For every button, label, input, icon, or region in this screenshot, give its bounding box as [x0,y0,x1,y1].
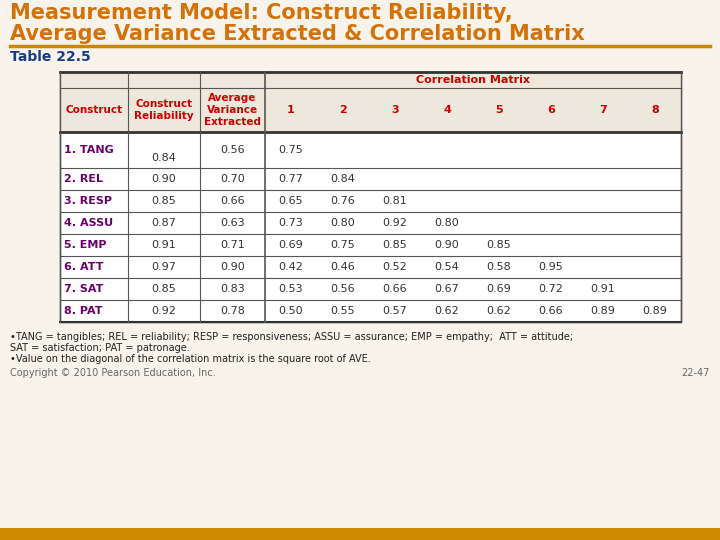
Text: 4. ASSU: 4. ASSU [64,218,113,228]
Text: 0.69: 0.69 [279,240,303,250]
Text: 22-47: 22-47 [682,368,710,378]
Text: 0.80: 0.80 [330,218,356,228]
Text: 7: 7 [599,105,607,115]
Text: 0.90: 0.90 [435,240,459,250]
Text: 5: 5 [495,105,503,115]
Text: 0.67: 0.67 [435,284,459,294]
Text: 0.81: 0.81 [382,196,408,206]
Text: •Value on the diagonal of the correlation matrix is the square root of AVE.: •Value on the diagonal of the correlatio… [10,354,371,364]
Text: 0.69: 0.69 [487,284,511,294]
Text: 0.78: 0.78 [220,306,245,316]
Text: 0.89: 0.89 [590,306,616,316]
Text: 0.53: 0.53 [279,284,303,294]
Bar [60,72,681,322]
Text: Construct: Construct [66,105,122,115]
Text: 0.85: 0.85 [152,284,176,294]
Text: 0.75: 0.75 [279,145,303,155]
Text: 0.90: 0.90 [220,262,245,272]
Text: Average
Variance
Extracted: Average Variance Extracted [204,93,261,127]
Text: 0.72: 0.72 [539,284,564,294]
Text: 8: 8 [651,105,659,115]
Text: Correlation Matrix: Correlation Matrix [416,75,530,85]
Text: 0.70: 0.70 [220,174,245,184]
Text: 6: 6 [547,105,555,115]
Text: 2. REL: 2. REL [64,174,103,184]
Text: Construct
Reliability: Construct Reliability [134,99,194,121]
Text: 0.66: 0.66 [220,196,245,206]
Text: 7. SAT: 7. SAT [64,284,104,294]
Text: Measurement Model: Construct Reliability,: Measurement Model: Construct Reliability… [10,3,513,23]
Text: 0.84: 0.84 [152,153,176,163]
Text: 0.84: 0.84 [330,174,356,184]
Text: 0.66: 0.66 [383,284,408,294]
Text: 2: 2 [339,105,347,115]
Text: 6. ATT: 6. ATT [64,262,104,272]
Text: 0.89: 0.89 [642,306,667,316]
Text: Copyright © 2010 Pearson Education, Inc.: Copyright © 2010 Pearson Education, Inc. [10,368,216,378]
Text: 0.56: 0.56 [220,145,245,155]
Text: 0.54: 0.54 [435,262,459,272]
Text: 0.92: 0.92 [382,218,408,228]
Text: 0.42: 0.42 [279,262,303,272]
Text: 0.80: 0.80 [435,218,459,228]
Text: 4: 4 [443,105,451,115]
Text: 0.75: 0.75 [330,240,356,250]
Text: 0.90: 0.90 [152,174,176,184]
Text: 0.91: 0.91 [590,284,616,294]
Text: •TANG = tangibles; REL = reliability; RESP = responsiveness; ASSU = assurance; E: •TANG = tangibles; REL = reliability; RE… [10,332,573,342]
Text: 3. RESP: 3. RESP [64,196,112,206]
Text: 0.77: 0.77 [279,174,303,184]
Text: 0.58: 0.58 [487,262,511,272]
Text: 0.62: 0.62 [487,306,511,316]
Text: 0.85: 0.85 [487,240,511,250]
Text: Table 22.5: Table 22.5 [10,50,91,64]
Text: 0.92: 0.92 [152,306,176,316]
Text: SAT = satisfaction; PAT = patronage.: SAT = satisfaction; PAT = patronage. [10,343,190,353]
Text: 0.85: 0.85 [382,240,408,250]
Text: 0.55: 0.55 [330,306,355,316]
Text: 0.57: 0.57 [382,306,408,316]
Text: 0.63: 0.63 [220,218,245,228]
Text: 0.66: 0.66 [539,306,563,316]
Text: 8. PAT: 8. PAT [64,306,102,316]
Text: 0.71: 0.71 [220,240,245,250]
Text: 0.50: 0.50 [279,306,303,316]
Text: 0.62: 0.62 [435,306,459,316]
Text: 0.76: 0.76 [330,196,356,206]
Text: 0.95: 0.95 [539,262,563,272]
Text: 0.83: 0.83 [220,284,245,294]
Text: 0.46: 0.46 [330,262,356,272]
Text: 0.91: 0.91 [152,240,176,250]
Text: 0.56: 0.56 [330,284,355,294]
Bar [60,72,681,132]
Text: 1. TANG: 1. TANG [64,145,114,155]
Text: 0.52: 0.52 [382,262,408,272]
Text: Average Variance Extracted & Correlation Matrix: Average Variance Extracted & Correlation… [10,24,585,44]
Text: 0.73: 0.73 [279,218,303,228]
Bar [0,528,720,540]
Text: 5. EMP: 5. EMP [64,240,107,250]
Text: 3: 3 [391,105,399,115]
Text: 1: 1 [287,105,295,115]
Text: 0.65: 0.65 [279,196,303,206]
Text: 0.87: 0.87 [152,218,176,228]
Text: 0.97: 0.97 [152,262,176,272]
Text: 0.85: 0.85 [152,196,176,206]
